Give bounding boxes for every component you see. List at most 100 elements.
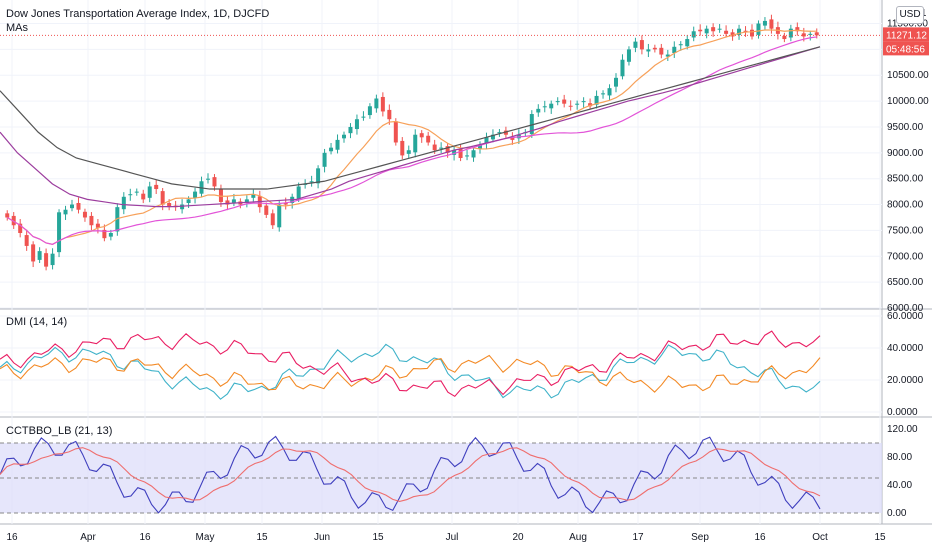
candle-body (704, 28, 709, 34)
candle-body (801, 33, 806, 37)
candle-body (536, 108, 541, 113)
candle-body (277, 204, 282, 228)
candle-body (115, 207, 120, 232)
candle-body (620, 59, 625, 77)
candle-body (490, 134, 495, 140)
dmi-minus-line (0, 354, 821, 393)
dmi-tick-label: 0.0000 (887, 407, 918, 418)
candle-body (549, 103, 554, 109)
candle-body (652, 47, 657, 50)
candle-body (63, 209, 68, 215)
candle-body (212, 177, 217, 187)
price-tick-label: 8000.00 (887, 200, 924, 211)
candle-body (626, 49, 631, 62)
candle-body (639, 40, 644, 50)
candle-body (231, 199, 236, 203)
dmi-tick-label: 20.0000 (887, 375, 924, 386)
time-tick-label: Apr (80, 532, 96, 543)
candle-body (264, 205, 269, 215)
candle-body (322, 152, 327, 167)
candle-body (471, 150, 476, 158)
time-tick-label: 20 (512, 532, 524, 543)
price-tick-label: 10000.00 (887, 96, 929, 107)
candle-body (95, 223, 100, 228)
price-tick-label: 7500.00 (887, 225, 924, 236)
candle-body (581, 101, 586, 103)
price-tick-label: 6000.00 (887, 303, 924, 314)
time-tick-label: 15 (874, 532, 886, 543)
candle-body (108, 233, 113, 237)
cct-tick-label: 0.00 (887, 508, 907, 519)
time-tick-label: 15 (372, 532, 384, 543)
candle-body (76, 203, 81, 210)
candle-body (497, 132, 502, 134)
candle-body (465, 155, 470, 157)
candle-body (154, 184, 159, 190)
time-tick-label: Jul (446, 532, 459, 543)
candle-body (102, 229, 107, 239)
candle-body (147, 186, 152, 198)
candle-body (244, 199, 249, 203)
candle-body (588, 103, 593, 107)
cct-tick-label: 40.00 (887, 480, 912, 491)
price-tick-label: 9000.00 (887, 148, 924, 159)
candle-body (633, 41, 638, 48)
candle-body (50, 253, 55, 266)
dmi-tick-label: 60.0000 (887, 311, 924, 322)
candle-body (601, 93, 606, 95)
candle-body (342, 134, 346, 139)
candle-body (406, 150, 411, 154)
candle-body (329, 147, 334, 152)
ma-10-line (6, 29, 817, 245)
dmi-tick-label: 40.0000 (887, 343, 924, 354)
candle-body (458, 148, 463, 158)
time-tick-label: Sep (691, 532, 709, 543)
candle-body (529, 114, 534, 135)
candle-body (756, 23, 761, 35)
candle-body (193, 191, 198, 198)
candle-body (730, 32, 735, 37)
candle-body (478, 145, 482, 149)
candle-body (296, 186, 301, 199)
candle-body (808, 33, 813, 35)
candle-body (782, 35, 787, 40)
candle-body (11, 215, 16, 226)
time-tick-label: 16 (6, 532, 18, 543)
time-tick-label: Aug (569, 532, 587, 543)
candle-body (387, 109, 392, 120)
currency-button[interactable]: USD (896, 6, 924, 24)
candle-body (542, 106, 547, 108)
ma-legend: MAs (6, 22, 28, 34)
candle-body (380, 96, 385, 112)
candle-body (607, 88, 612, 96)
cct-signal-line (0, 447, 821, 502)
candle-body (374, 98, 379, 109)
candle-body (361, 116, 366, 118)
time-tick-label: 15 (256, 532, 268, 543)
dmi-plus-line (0, 343, 821, 400)
candle-body (57, 212, 62, 253)
candle-body (672, 46, 677, 53)
candle-body (743, 30, 748, 32)
time-tick-label: Jun (314, 532, 330, 543)
price-tick-label: 8500.00 (887, 174, 924, 185)
ma-100-line (0, 46, 821, 208)
candle-body (316, 168, 321, 184)
countdown-label: 05:48:56 (886, 44, 925, 55)
dmi-legend: DMI (14, 14) (6, 316, 68, 328)
ma-200-line (0, 46, 821, 190)
candle-body (400, 140, 405, 156)
candle-body (769, 19, 774, 29)
candle-body (160, 191, 165, 205)
candle-body (737, 28, 742, 35)
candle-body (750, 29, 754, 37)
candle-body (354, 119, 359, 130)
candle-body (439, 147, 444, 149)
candle-body (18, 223, 23, 233)
candle-body (167, 203, 172, 208)
candle-body (503, 130, 508, 135)
candle-body (568, 105, 573, 107)
price-tick-label: 9500.00 (887, 122, 924, 133)
candle-body (367, 106, 372, 116)
